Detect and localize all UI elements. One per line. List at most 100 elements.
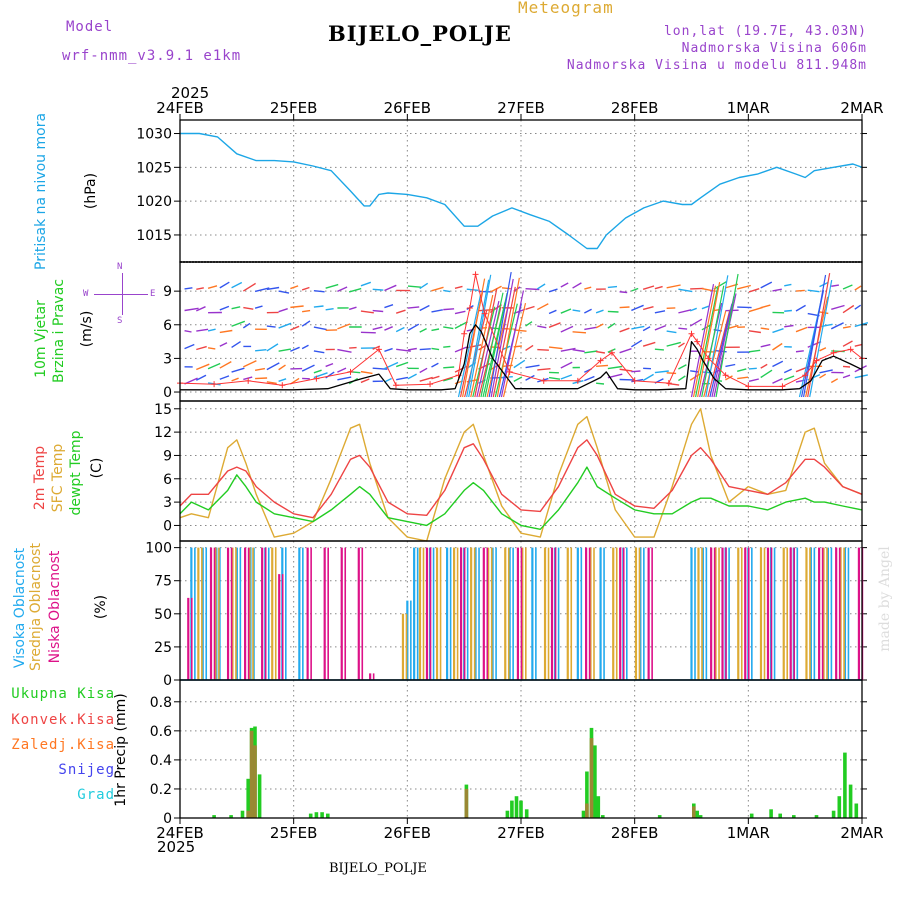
elevation: Nadmorska Visina 606m bbox=[681, 41, 867, 56]
gust-marker bbox=[481, 310, 488, 317]
x-tick-label-top: 25FEB bbox=[270, 99, 317, 117]
y-tick-label: 15 bbox=[154, 402, 172, 418]
compass-e: E bbox=[150, 289, 156, 299]
wind-arrow-burst bbox=[468, 274, 492, 398]
wind-arrow bbox=[407, 347, 417, 351]
wind-arrow bbox=[772, 360, 784, 368]
wind-arrow bbox=[384, 326, 393, 331]
wind-arrow bbox=[760, 327, 770, 330]
wind-arrow bbox=[313, 369, 322, 374]
wind-arrow bbox=[184, 307, 199, 312]
wind-arrow bbox=[337, 376, 352, 381]
wind-arrow bbox=[219, 281, 230, 289]
x-tick-label-top: 1MAR bbox=[727, 99, 770, 117]
wind-arrow bbox=[219, 305, 230, 311]
year-top: 2025 bbox=[171, 84, 210, 102]
wind-arrow bbox=[807, 289, 820, 293]
wind-arrow bbox=[584, 375, 595, 382]
wind-arrow bbox=[772, 377, 783, 384]
wind-arrow-burst bbox=[692, 285, 717, 398]
wind-arrow bbox=[725, 324, 739, 330]
wind-arrow bbox=[854, 304, 862, 310]
y-tick-label: 0 bbox=[163, 385, 172, 401]
wind-arrow bbox=[748, 306, 763, 313]
wind-arrow-burst bbox=[695, 287, 719, 398]
gust-marker bbox=[597, 357, 604, 364]
model-label: Model bbox=[66, 19, 114, 35]
wind-arrow bbox=[454, 310, 466, 315]
wind-arrow bbox=[348, 306, 357, 311]
gust-marker bbox=[466, 304, 473, 311]
precip-bar bbox=[854, 803, 859, 818]
precip-bar bbox=[581, 810, 586, 818]
y-tick-label: 3 bbox=[163, 351, 172, 367]
wind-arrow-burst bbox=[705, 275, 729, 398]
wind-arrow bbox=[572, 282, 582, 289]
wind-arrow bbox=[642, 326, 651, 332]
wind-arrow bbox=[725, 363, 736, 368]
wind-arrow bbox=[666, 284, 681, 289]
wind-arrow-burst bbox=[715, 273, 739, 398]
wind-arrow bbox=[231, 306, 241, 310]
wind-arrow bbox=[596, 382, 605, 385]
wind-arrow bbox=[419, 376, 433, 382]
wind-arrow bbox=[348, 287, 362, 293]
wind-arrow bbox=[584, 326, 597, 331]
wind-arrow bbox=[537, 325, 547, 329]
wind-arrow bbox=[242, 282, 256, 292]
wind-arrow bbox=[795, 289, 805, 292]
gust-marker bbox=[313, 375, 320, 382]
wind-arrow bbox=[737, 306, 752, 309]
x-tick-label-top: 27FEB bbox=[497, 99, 544, 117]
wind-arrow bbox=[313, 326, 327, 331]
wind-arrow bbox=[290, 305, 304, 309]
wind-arrow bbox=[443, 366, 455, 369]
precip-bar bbox=[240, 810, 245, 818]
wind-arrow bbox=[419, 282, 429, 290]
gust-marker bbox=[847, 346, 854, 353]
wind-arrow bbox=[407, 285, 421, 288]
precip-bar bbox=[593, 745, 597, 818]
wind-arrow bbox=[595, 350, 606, 354]
wind-arrow bbox=[807, 340, 822, 348]
x-tick-label-top: 28FEB bbox=[611, 99, 658, 117]
wind-arrow bbox=[266, 325, 276, 328]
wind-arrow bbox=[619, 291, 628, 294]
wind-arrow bbox=[360, 378, 370, 384]
wind-arrow bbox=[184, 287, 193, 290]
wind-arrow bbox=[231, 367, 245, 373]
wind-arrow bbox=[419, 304, 430, 312]
precip-bar bbox=[749, 813, 754, 818]
wind-arrow bbox=[395, 361, 409, 368]
wind-arrow-burst bbox=[697, 282, 721, 398]
wind-arrow bbox=[431, 347, 440, 351]
y-tick-label: 1015 bbox=[136, 228, 172, 244]
wind-arrow bbox=[454, 346, 467, 353]
model-elevation: Nadmorska Visina u modelu 811.948m bbox=[566, 58, 867, 73]
wind-arrow bbox=[419, 348, 431, 351]
wind-arrow bbox=[525, 287, 540, 291]
wind-arrow bbox=[384, 347, 393, 352]
wind-arrow-burst bbox=[802, 274, 827, 398]
y-tick-label: 3 bbox=[163, 495, 172, 511]
wind-arrow bbox=[384, 304, 394, 309]
wind-arrow bbox=[654, 310, 666, 314]
precip-bar bbox=[692, 806, 696, 818]
y-tick-label: 50 bbox=[154, 607, 172, 623]
y-tick-label: 0.6 bbox=[150, 724, 172, 740]
wind-arrow bbox=[219, 375, 230, 380]
wind-arrow bbox=[654, 285, 663, 290]
wind-arrow bbox=[819, 369, 833, 374]
wind-arrow bbox=[254, 287, 270, 293]
wind-arrow bbox=[513, 359, 526, 369]
wind-arrow bbox=[302, 309, 311, 313]
wind-arrow bbox=[454, 321, 468, 329]
wind-arrow bbox=[795, 326, 808, 333]
precip-bar bbox=[524, 809, 529, 818]
precip-bar bbox=[464, 788, 469, 818]
y-tick-label: 75 bbox=[154, 574, 172, 590]
wind-arrow-burst bbox=[464, 310, 488, 398]
gust-marker bbox=[279, 382, 286, 389]
wind-arrow bbox=[830, 322, 844, 330]
wind-arrow bbox=[254, 305, 263, 309]
